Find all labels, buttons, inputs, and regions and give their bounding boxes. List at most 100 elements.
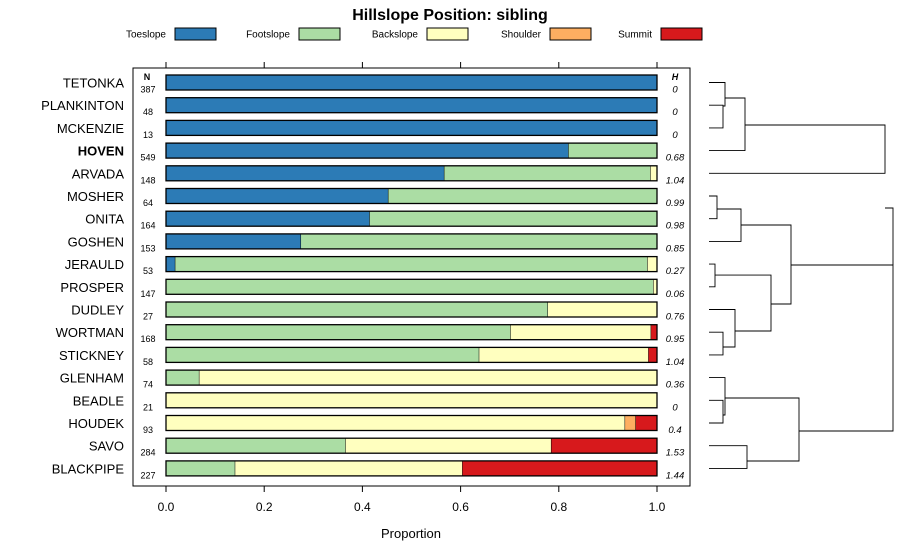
- dendrogram-branch: [715, 274, 772, 332]
- row-jerauld: [165, 255, 658, 273]
- h-value: 0: [672, 107, 678, 118]
- bar-outline: [165, 301, 658, 318]
- row-wortman: [165, 324, 658, 341]
- n-value: 21: [143, 402, 153, 412]
- legend-label-toeslope: Toeslope: [126, 30, 166, 41]
- bar-segment-backslope: [479, 347, 649, 363]
- bar-segment-footslope: [166, 347, 480, 363]
- bar-segment-backslope: [166, 415, 626, 431]
- row-dudley: [165, 301, 658, 318]
- legend-swatch-footslope: [298, 27, 341, 41]
- bar-outline: [165, 142, 658, 159]
- plot-frame: [132, 67, 691, 487]
- bar-segment-footslope: [166, 324, 511, 340]
- dendrogram-branch: [709, 399, 724, 424]
- dendrogram-branch: [709, 263, 716, 288]
- row-label: PLANKINTON: [41, 98, 124, 113]
- bar-outline: [165, 392, 658, 409]
- bar-segment-shoulder: [625, 415, 636, 431]
- h-value: 1.04: [666, 175, 685, 186]
- bar-segment-footslope: [166, 438, 346, 454]
- row-stickney: [165, 346, 658, 364]
- row-label: HOVEN: [78, 144, 124, 159]
- n-value: 147: [140, 289, 155, 299]
- n-value: 64: [143, 198, 153, 208]
- bar-segment-toeslope: [166, 188, 389, 204]
- legend-label-shoulder: Shoulder: [501, 30, 542, 41]
- bar-outline: [165, 187, 658, 205]
- h-value: 0.4: [668, 425, 681, 436]
- bar-segment-toeslope: [166, 75, 657, 90]
- row-plankinton: [165, 97, 658, 114]
- dendrogram-branch: [709, 445, 748, 469]
- bar-segment-toeslope: [166, 256, 176, 272]
- bar-segment-summit: [648, 347, 657, 363]
- h-value: 0: [672, 130, 678, 141]
- dendrogram-branch: [709, 124, 886, 174]
- x-axis-title: Proportion: [381, 526, 441, 541]
- x-tick-label: 0.8: [550, 500, 567, 514]
- row-blackpipe: [165, 460, 658, 477]
- h-value: 0.27: [666, 266, 685, 277]
- n-value: 74: [143, 380, 153, 390]
- bar-segment-footslope: [444, 165, 651, 181]
- row-labels: TETONKA 387 0 PLANKINTON 48 0 MCKENZIE 13 0 HOVEN…: [41, 76, 685, 482]
- n-column-header: N: [144, 72, 151, 82]
- bar-segment-backslope: [199, 370, 657, 386]
- row-onita: [165, 210, 658, 227]
- dendrogram-branch: [709, 195, 718, 220]
- h-value: 0.68: [666, 153, 685, 164]
- bar-segment-summit: [651, 324, 657, 340]
- bar-segment-footslope: [301, 233, 657, 249]
- bar-outline: [165, 97, 658, 114]
- row-label: SAVO: [89, 439, 124, 454]
- n-value: 387: [140, 85, 155, 95]
- bar-outline: [165, 74, 658, 91]
- h-column-header: H: [672, 72, 679, 82]
- bar-segment-footslope: [175, 256, 648, 272]
- legend-label-backslope: Backslope: [372, 30, 419, 41]
- n-value: 549: [140, 153, 155, 163]
- chart-title: Hillslope Position: sibling: [352, 7, 548, 24]
- bar-segment-backslope: [166, 392, 657, 408]
- dendrogram-branch: [709, 331, 724, 356]
- legend-label-summit: Summit: [618, 30, 652, 41]
- bar-segment-backslope: [547, 302, 657, 317]
- n-value: 13: [143, 130, 153, 140]
- h-value: 0.76: [666, 312, 685, 323]
- bar-outline: [165, 346, 658, 364]
- n-value: 53: [143, 266, 153, 276]
- x-axis: 0.0 0.2 0.4 0.6 0.8 1.0: [158, 62, 666, 514]
- row-label: GLENHAM: [60, 371, 124, 386]
- h-value: 0.06: [666, 289, 685, 300]
- dendrogram-branch: [725, 397, 800, 462]
- n-value: 93: [143, 425, 153, 435]
- bar-outline: [165, 233, 658, 250]
- bar-segment-backslope: [650, 165, 657, 181]
- bar-outline: [165, 210, 658, 227]
- row-label: MOSHER: [67, 189, 124, 204]
- legend: Toeslope Footslope Backslope Shoulder Summit: [126, 27, 703, 41]
- bar-segment-footslope: [166, 460, 236, 476]
- n-value: 164: [140, 221, 155, 231]
- bar-outline: [165, 437, 658, 454]
- row-mckenzie: [165, 119, 658, 137]
- bar-segment-toeslope: [166, 211, 370, 227]
- bar-outline: [165, 278, 658, 295]
- bar-segment-summit: [635, 415, 657, 431]
- dendrogram-branch: [709, 82, 726, 107]
- x-tick-label: 0.6: [452, 500, 469, 514]
- row-label: TETONKA: [63, 76, 124, 91]
- bar-segment-summit: [551, 438, 657, 454]
- n-value: 168: [140, 334, 155, 344]
- h-value: 1.53: [666, 448, 685, 459]
- dendrogram-branch: [741, 224, 792, 305]
- bar-segment-toeslope: [166, 165, 445, 181]
- row-label: PROSPER: [60, 280, 124, 295]
- bar-outline: [165, 460, 658, 477]
- row-label: MCKENZIE: [57, 121, 125, 136]
- row-prosper: [165, 278, 658, 295]
- row-savo: [165, 437, 658, 454]
- row-label: GOSHEN: [68, 234, 124, 249]
- row-label: WORTMAN: [56, 325, 124, 340]
